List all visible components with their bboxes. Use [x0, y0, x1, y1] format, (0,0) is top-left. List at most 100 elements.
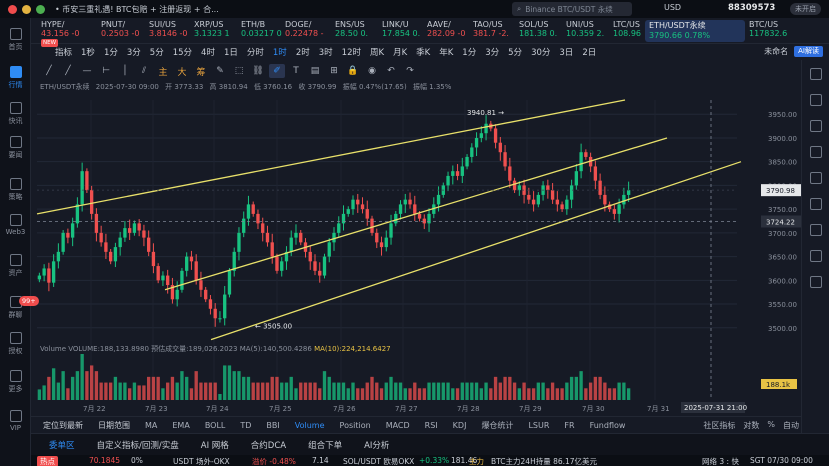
ticker-item[interactable]: ETH/B 0.03217 0	[241, 20, 283, 42]
sidebar-item-8[interactable]: 授权	[0, 332, 31, 356]
close-window-button[interactable]	[8, 4, 17, 14]
sidebar-item-3[interactable]: 要闻	[0, 136, 31, 160]
interval-0[interactable]: 指标	[55, 48, 73, 58]
interval-22[interactable]: 2日	[582, 48, 597, 58]
lock-icon[interactable]: 🔒	[347, 66, 359, 76]
ticker-item[interactable]: PNUT/0.2503 -0	[101, 20, 145, 42]
sidebar-item-5[interactable]: Web3	[0, 214, 31, 236]
ticker-item[interactable]: XRP/US 3.1323 1	[194, 20, 238, 42]
indicator-option[interactable]: %	[767, 420, 775, 429]
alert-icon[interactable]	[810, 172, 822, 184]
settings-icon[interactable]	[810, 224, 822, 236]
indicator-tab[interactable]: EMA	[172, 420, 190, 430]
sidebar-item-1[interactable]: 行情	[0, 66, 31, 90]
ticker-item[interactable]: LINK/U 17.854 0.	[382, 20, 424, 42]
indicator-tab[interactable]: BBI	[266, 420, 280, 430]
ticker-item[interactable]: HYPE/43.156 -0	[41, 20, 97, 42]
indicator-tab[interactable]: TD	[240, 420, 252, 430]
interval-16[interactable]: 年K	[439, 48, 454, 58]
indicator-tab[interactable]: 爆仓统计	[481, 420, 514, 430]
interval-20[interactable]: 30分	[531, 48, 551, 58]
interval-19[interactable]: 5分	[508, 48, 523, 58]
select-icon[interactable]: ⬚	[234, 66, 244, 76]
bottom-tab[interactable]: 合约DCA	[250, 440, 287, 451]
ticker-item[interactable]: SUI/US 3.8146 -0	[149, 20, 191, 42]
interval-2[interactable]: 1分	[103, 48, 118, 58]
fullscreen-icon[interactable]	[810, 276, 822, 288]
horizontal-line-icon[interactable]: —	[82, 66, 92, 76]
sidebar-item-2[interactable]: 快讯	[0, 102, 31, 126]
account-id[interactable]: 88309573	[728, 3, 776, 13]
price-chart[interactable]: 3950.003900.003850.003800.003750.003700.…	[31, 80, 801, 416]
indicator-tab[interactable]: Position	[339, 420, 371, 430]
ticker-item[interactable]: DOGE/0.22478 -	[285, 20, 333, 42]
chip-icon[interactable]: 筹	[196, 67, 206, 78]
interval-9[interactable]: 1时	[272, 48, 287, 58]
pattern-icon[interactable]: ▤	[310, 66, 320, 76]
trend-line-icon[interactable]: ╱	[46, 66, 52, 76]
ticker-item[interactable]: ENS/US 28.50 0.	[335, 20, 379, 42]
interval-13[interactable]: 周K	[369, 48, 385, 58]
maximize-window-button[interactable]	[36, 4, 45, 14]
indicator-tab[interactable]: MACD	[385, 420, 410, 430]
interval-11[interactable]: 3时	[318, 48, 333, 58]
text-icon[interactable]: T	[293, 66, 299, 76]
screenshot-icon[interactable]	[810, 250, 822, 262]
indicator-option[interactable]: 对数	[743, 421, 760, 430]
indicator-tab[interactable]: KDJ	[452, 420, 467, 430]
interval-21[interactable]: 3日	[559, 48, 574, 58]
ticker-item[interactable]: BTC/US 117832.6	[749, 20, 799, 42]
pen-icon[interactable]: ✐	[269, 64, 285, 78]
indicator-tab[interactable]: MA	[145, 420, 158, 430]
layout-icon[interactable]	[810, 68, 822, 80]
sidebar-item-10[interactable]: VIP	[0, 410, 31, 432]
indicator-tab[interactable]: LSUR	[528, 420, 550, 430]
vertical-line-icon[interactable]: │	[122, 66, 128, 76]
bottom-tab[interactable]: AI 网格	[200, 440, 229, 451]
interval-4[interactable]: 5分	[149, 48, 164, 58]
redo-icon[interactable]: ↷	[406, 66, 414, 76]
interval-3[interactable]: 3分	[126, 48, 141, 58]
indicator-tab[interactable]: Fundflow	[589, 420, 626, 430]
eye-icon[interactable]: ◉	[368, 66, 376, 76]
ticker-item[interactable]: ETH/USDT永续 3790.66 0.78%	[645, 20, 745, 42]
link-icon[interactable]: ⛓	[252, 66, 264, 76]
ticker-item[interactable]: UNI/US 10.359 2.	[566, 20, 610, 42]
parallel-channel-icon[interactable]: ⫽	[141, 66, 146, 76]
search-input[interactable]: ⌕ Binance BTC/USDT 永续	[512, 2, 632, 16]
interval-12[interactable]: 12时	[341, 48, 361, 58]
login-button[interactable]: 未开启	[790, 3, 821, 15]
interval-14[interactable]: 月K	[393, 48, 408, 58]
sidebar-item-9[interactable]: 更多	[0, 370, 31, 394]
interval-5[interactable]: 15分	[172, 48, 193, 58]
indicator-tab[interactable]: FR	[564, 420, 575, 430]
main-wave-icon[interactable]: 主	[158, 67, 168, 78]
ticker-item[interactable]: TAO/US 381.7 -2.	[473, 20, 516, 42]
ai-interpret-button[interactable]: AI解读	[794, 46, 823, 57]
interval-8[interactable]: 分时	[246, 48, 264, 58]
order-book-icon[interactable]	[810, 94, 822, 106]
brush-icon[interactable]: ✎	[216, 66, 224, 76]
interval-7[interactable]: 1日	[223, 48, 238, 58]
interval-17[interactable]: 1分	[462, 48, 477, 58]
interval-10[interactable]: 2时	[295, 48, 310, 58]
bottom-tab[interactable]: 自定义指标/回测/实盘	[96, 440, 179, 451]
depth-icon[interactable]	[810, 120, 822, 132]
indicator-option[interactable]: 自动	[783, 421, 799, 430]
interval-1[interactable]: 1秒	[81, 48, 95, 58]
interval-6[interactable]: 4时	[201, 48, 215, 58]
ray-icon[interactable]: ╱	[65, 66, 71, 76]
ticker-item[interactable]: SOL/US 181.38 0.	[519, 20, 563, 42]
bottom-tab[interactable]: AI分析	[364, 440, 390, 451]
sidebar-item-6[interactable]: 资产	[0, 254, 31, 278]
interval-15[interactable]: 季K	[416, 48, 431, 58]
sidebar-item-4[interactable]: 策略	[0, 178, 31, 202]
undo-icon[interactable]: ↶	[387, 66, 395, 76]
interval-18[interactable]: 3分	[485, 48, 500, 58]
bottom-tab[interactable]: 组合下单	[308, 440, 343, 451]
ticker-item[interactable]: AAVE/282.09 -0	[427, 20, 470, 42]
indicator-tab[interactable]: Volume	[294, 420, 325, 430]
jump-latest-button[interactable]: 定位到最新	[43, 420, 83, 430]
measure-icon[interactable]: ⊞	[330, 66, 338, 76]
